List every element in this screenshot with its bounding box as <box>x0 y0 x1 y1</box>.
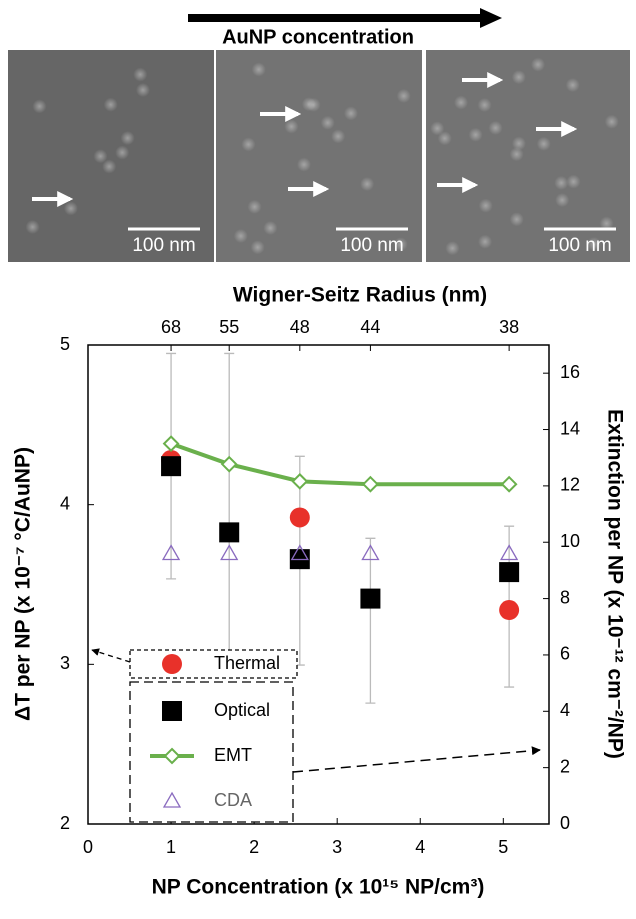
optical-point <box>499 562 519 582</box>
particle <box>248 200 262 214</box>
x-tick-label: 1 <box>166 837 176 857</box>
particle <box>284 120 298 134</box>
emt-point <box>363 477 377 491</box>
y-axis-title: ΔT per NP (x 10⁻⁷ °C/AuNP) <box>12 447 35 721</box>
y2-tick-label: 10 <box>560 531 580 551</box>
particle <box>512 136 526 150</box>
y2-axis-title: Extinction per NP (x 10⁻¹² cm⁻²/NP) <box>603 409 626 759</box>
particle <box>478 98 492 112</box>
particle <box>133 68 147 82</box>
y2-tick-label: 2 <box>560 756 570 776</box>
y-tick-label: 3 <box>60 653 70 673</box>
particle <box>430 121 444 135</box>
x-tick-label: 0 <box>83 837 93 857</box>
particle <box>251 240 265 254</box>
particle <box>489 121 503 135</box>
thermal-point <box>499 600 519 620</box>
y-tick-label: 4 <box>60 493 70 513</box>
legend-marker <box>162 654 182 674</box>
particle <box>360 177 374 191</box>
x2-tick-label: 44 <box>360 317 380 337</box>
y2-tick-label: 16 <box>560 362 580 382</box>
y-tick-label: 2 <box>60 813 70 833</box>
y2-tick-label: 6 <box>560 644 570 664</box>
particle <box>479 199 493 213</box>
y2-tick-label: 12 <box>560 475 580 495</box>
x-tick-label: 4 <box>415 837 425 857</box>
particle <box>263 221 277 235</box>
legend-marker <box>162 701 182 721</box>
particle <box>115 146 129 160</box>
scale-bar-label: 100 nm <box>548 235 611 256</box>
x-tick-label: 5 <box>498 837 508 857</box>
header-label: AuNP concentration <box>222 26 414 48</box>
particle <box>321 116 335 130</box>
particle <box>605 115 619 129</box>
particle <box>531 58 545 72</box>
legend-label: Thermal <box>214 653 280 673</box>
optical-point <box>161 456 181 476</box>
particle <box>121 131 135 145</box>
particle <box>555 193 569 207</box>
figure: AuNP concentration 100 nm 100 nm 100 nm 0 1… <box>0 0 636 914</box>
optical-point <box>360 589 380 609</box>
particle <box>331 129 345 143</box>
legend-label: EMT <box>214 745 252 765</box>
x-axis-title: NP Concentration (x 10¹⁵ NP/cm³) <box>152 876 485 899</box>
x2-tick-label: 55 <box>219 317 239 337</box>
particle <box>510 212 524 226</box>
particle <box>554 176 568 190</box>
scale-bar-label: 100 nm <box>132 235 195 256</box>
particle <box>397 89 411 103</box>
y2-tick-label: 14 <box>560 418 580 438</box>
x2-tick-label: 68 <box>161 317 181 337</box>
extinction-axis-arrow <box>293 750 540 772</box>
particle <box>454 96 468 110</box>
particle <box>64 201 78 215</box>
particle <box>344 106 358 120</box>
scale-bar-label: 100 nm <box>340 235 403 256</box>
thermal-point <box>290 507 310 527</box>
x-tick-label: 3 <box>332 837 342 857</box>
particle <box>104 98 118 112</box>
emt-point <box>164 437 178 451</box>
particle <box>234 229 248 243</box>
error-bar <box>365 538 375 703</box>
emt-point <box>293 474 307 488</box>
thermal-axis-arrow <box>92 650 130 662</box>
legend-label: Optical <box>214 700 270 720</box>
particle <box>478 235 492 249</box>
particle <box>512 70 526 84</box>
x2-tick-label: 48 <box>290 317 310 337</box>
emt-point <box>502 477 516 491</box>
y2-tick-label: 0 <box>560 813 570 833</box>
error-bar <box>224 353 234 665</box>
particle <box>32 99 46 113</box>
particle <box>567 175 581 189</box>
particle <box>469 128 483 142</box>
particle <box>566 78 580 92</box>
particle <box>136 83 150 97</box>
sem-panels: 100 nm 100 nm 100 nm <box>8 50 630 262</box>
x2-axis-title: Wigner-Seitz Radius (nm) <box>233 284 487 307</box>
particle <box>297 158 311 172</box>
particle <box>307 98 321 112</box>
particle <box>445 241 459 255</box>
y2-tick-label: 8 <box>560 587 570 607</box>
optical-point <box>219 522 239 542</box>
legend-label: CDA <box>214 790 252 810</box>
particle <box>26 220 40 234</box>
particle <box>537 137 551 151</box>
particle <box>241 137 255 151</box>
y2-tick-label: 4 <box>560 700 570 720</box>
y-tick-label: 5 <box>60 334 70 354</box>
particle <box>252 63 266 77</box>
particle <box>93 149 107 163</box>
x2-tick-label: 38 <box>499 317 519 337</box>
header-arrowhead <box>480 8 502 28</box>
emt-point <box>222 457 236 471</box>
x-tick-label: 2 <box>249 837 259 857</box>
